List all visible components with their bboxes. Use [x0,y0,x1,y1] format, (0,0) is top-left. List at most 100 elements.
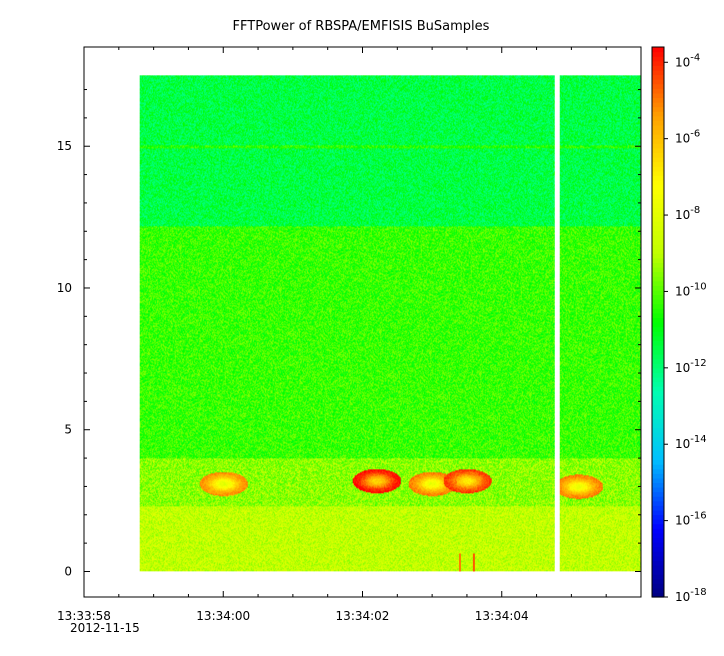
colorbar-segment [652,413,664,419]
colorbar-segment [652,312,664,319]
colorbar-segment [652,564,664,571]
colorbar-segment [652,555,664,561]
colorbar-segment [652,147,664,154]
colorbar-segment [652,294,664,300]
colorbar-segment [652,454,664,461]
colorbar-segment [652,331,664,337]
colorbar-segment [652,473,664,479]
colorbar-segment [652,340,664,346]
colorbar-segment [652,372,664,378]
colorbar-segment [652,477,664,484]
chart-title: FFTPower of RBSPA/EMFISIS BuSamples [233,19,490,34]
colorbar-tick-label: 10-16 [675,511,707,528]
colorbar-segment [652,161,664,167]
colorbar-segment [652,202,664,209]
colorbar-segment [652,88,664,94]
colorbar-frame [651,46,665,598]
colorbar-segment [652,354,664,360]
x-tick-label: 13:33:58 [57,609,111,623]
colorbar-segment [652,175,664,181]
colorbar-segment [652,569,664,575]
colorbar-segment [652,193,664,199]
colorbar-segment [652,537,664,543]
colorbar-segment [652,583,664,589]
colorbar-segment [652,207,664,213]
colorbar-segment [652,65,664,71]
colorbar-segment [652,523,664,529]
y-tick-label: 0 [64,564,72,578]
colorbar-segment [652,445,664,451]
colorbar-segment [652,546,664,552]
colorbar-segment [652,578,664,584]
colorbar-segment [652,234,664,241]
colorbar-segment [652,528,664,534]
colorbar-segment [652,285,664,291]
colorbar-segment [652,308,664,314]
colorbar-segment [652,542,664,548]
x-tick-label: 13:34:04 [475,609,529,623]
colorbar-segment [652,349,664,355]
colorbar-segment [652,432,664,438]
spike-mark [458,553,461,572]
colorbar-segment [652,317,664,323]
colorbar-segment [652,487,664,493]
colorbar-segment [652,102,664,108]
colorbar-segment [652,377,664,383]
y-tick-label: 5 [64,423,72,437]
y-tick-label: 10 [57,281,72,295]
colorbar-segment [652,267,664,273]
colorbar-tick-label: 10-10 [675,281,707,298]
colorbar-segment [652,344,664,351]
colorbar-segment [652,56,664,62]
colorbar-segment [652,157,664,163]
spectrogram-image [139,75,641,572]
colorbar-segment [652,519,664,525]
colorbar-segment [652,179,664,186]
spike-mark [472,553,475,572]
colorbar-segment [652,111,664,117]
colorbar-segment [652,441,664,447]
colorbar-segment [652,262,664,268]
colorbar: 10-4 10-6 10-8 10-10 10-12 10-14 10-16 10-18 [651,46,707,604]
colorbar-segment [652,221,664,227]
y-tick-label: 15 [57,139,72,153]
colorbar-segment [652,69,664,76]
colorbar-tick-label: 10-8 [675,205,700,222]
colorbar-segment [652,216,664,222]
colorbar-segment [652,212,664,218]
colorbar-segment [652,170,664,176]
colorbar-segment [652,198,664,204]
colorbar-segment [652,276,664,282]
colorbar-segment [652,496,664,502]
colorbar-segment [652,322,664,328]
colorbar-segment [652,120,664,126]
colorbar-segment [652,303,664,309]
colorbar-segment [652,560,664,566]
colorbar-segment [652,409,664,415]
colorbar-segment [652,134,664,140]
colorbar-segment [652,436,664,442]
colorbar-tick-label: 10-14 [675,434,707,451]
colorbar-segment [652,280,664,286]
colorbar-segment [652,514,664,520]
colorbar-segment [652,422,664,429]
x-tick-label: 13:34:00 [196,609,250,623]
colorbar-segment [652,248,664,254]
colorbar-segment [652,271,664,277]
colorbar-segment [652,257,664,264]
colorbar-segment [652,115,664,121]
colorbar-segment [652,390,664,396]
x-tick-label: 13:34:02 [336,609,390,623]
colorbar-segment [652,367,664,374]
colorbar-segment [652,152,664,158]
colorbar-segment [652,289,664,296]
colorbar-segment [652,51,664,57]
colorbar-segment [652,500,664,506]
colorbar-segment [652,464,664,470]
colorbar-segment [652,427,664,433]
colorbar-segment [652,532,664,539]
colorbar-tick-label: 10-4 [675,52,700,69]
y-axis: 0 5 10 15 [57,89,641,578]
colorbar-segment [652,450,664,456]
